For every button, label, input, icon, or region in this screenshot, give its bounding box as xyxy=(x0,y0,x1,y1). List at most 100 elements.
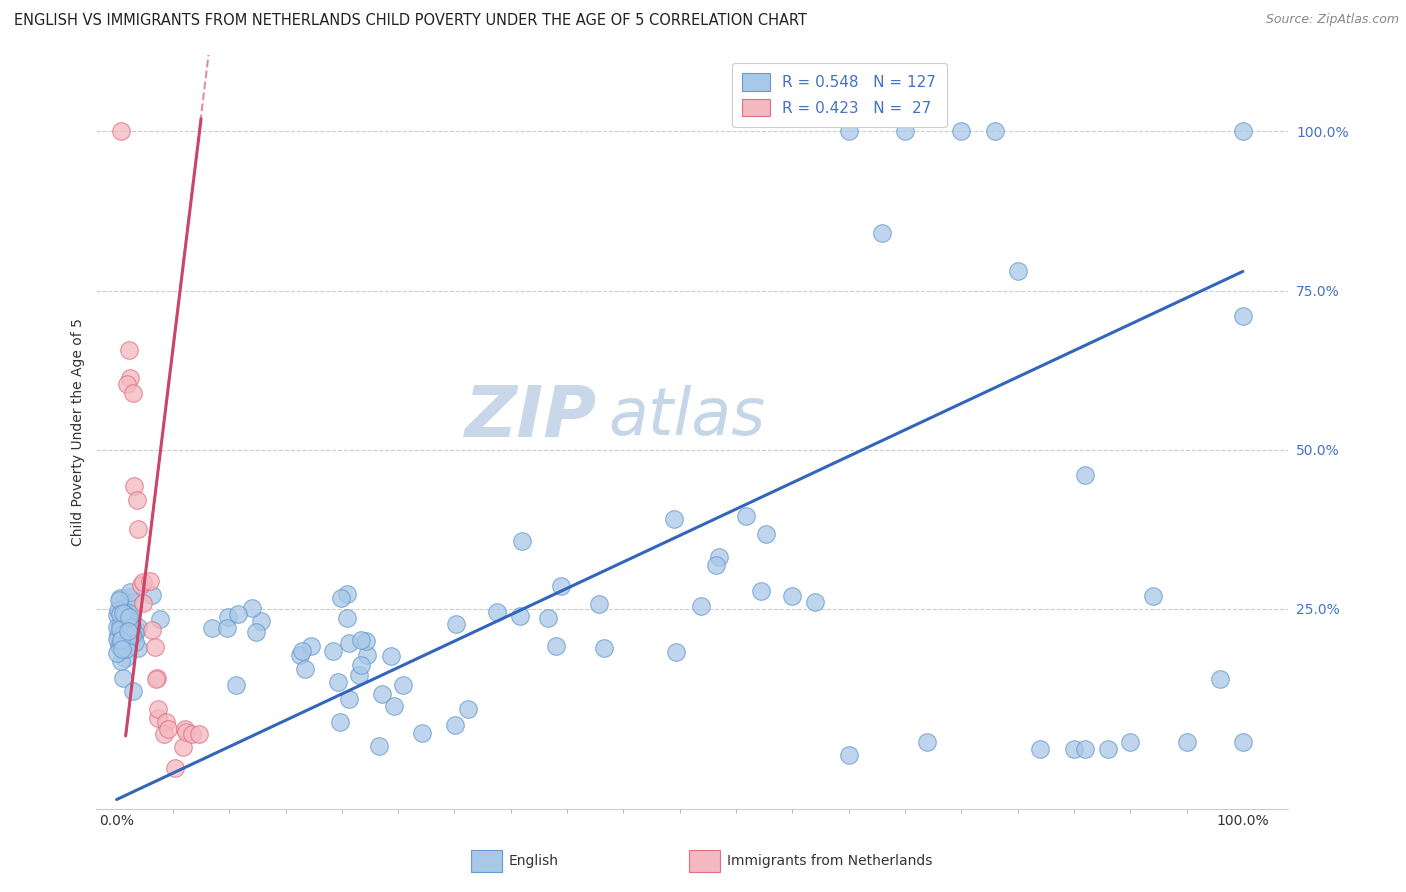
Point xyxy=(122,629,145,643)
Point xyxy=(1074,468,1097,483)
Point xyxy=(665,645,688,659)
Point xyxy=(108,591,131,605)
Point xyxy=(326,674,349,689)
Point xyxy=(148,702,170,716)
Point xyxy=(112,627,135,641)
Text: Source: ZipAtlas.com: Source: ZipAtlas.com xyxy=(1265,13,1399,27)
Point xyxy=(838,747,860,762)
Point xyxy=(1074,741,1097,756)
Point xyxy=(1142,589,1164,603)
Point xyxy=(120,620,142,634)
Point xyxy=(226,607,249,622)
Point xyxy=(689,599,711,613)
Point xyxy=(537,611,560,625)
Point xyxy=(117,624,139,638)
Point xyxy=(1232,735,1254,749)
Point xyxy=(122,595,145,609)
Point xyxy=(108,619,131,633)
Point xyxy=(225,678,247,692)
Point xyxy=(391,678,413,692)
Point xyxy=(156,722,179,736)
Point xyxy=(950,124,973,138)
Point xyxy=(917,735,939,749)
Point xyxy=(1063,741,1085,756)
Point xyxy=(755,526,778,541)
Point xyxy=(110,633,132,648)
Point xyxy=(291,644,314,658)
Point xyxy=(110,621,132,635)
Point xyxy=(141,624,163,638)
Point xyxy=(217,621,239,635)
Point xyxy=(127,620,149,634)
Point xyxy=(111,641,134,656)
Point xyxy=(110,640,132,654)
Point xyxy=(122,684,145,698)
Point xyxy=(127,522,149,536)
Point xyxy=(804,595,827,609)
Point xyxy=(105,646,128,660)
Point xyxy=(112,671,135,685)
Point xyxy=(111,601,134,615)
Y-axis label: Child Poverty Under the Age of 5: Child Poverty Under the Age of 5 xyxy=(72,318,86,546)
Point xyxy=(131,574,153,589)
Point xyxy=(356,648,378,663)
Point xyxy=(111,618,134,632)
Point xyxy=(118,343,141,357)
Point xyxy=(125,492,148,507)
Point xyxy=(382,699,405,714)
Point xyxy=(173,723,195,737)
Point xyxy=(544,639,567,653)
Text: atlas: atlas xyxy=(609,385,766,449)
Point xyxy=(1097,741,1119,756)
Point xyxy=(350,657,373,672)
Point xyxy=(108,640,131,655)
Point xyxy=(1232,124,1254,138)
Point xyxy=(111,632,134,646)
Point xyxy=(872,227,894,241)
Point xyxy=(108,639,131,653)
Point xyxy=(112,617,135,632)
Point xyxy=(118,612,141,626)
Point xyxy=(110,124,132,138)
Point xyxy=(1119,735,1142,749)
Point xyxy=(592,641,614,656)
Point xyxy=(337,636,360,650)
Point xyxy=(112,628,135,642)
Point xyxy=(120,370,142,384)
Point xyxy=(107,592,129,607)
Point xyxy=(380,648,402,663)
Point xyxy=(734,509,756,524)
Point xyxy=(336,611,359,625)
Point xyxy=(250,614,273,628)
Legend: R = 0.548   N = 127, R = 0.423   N =  27: R = 0.548 N = 127, R = 0.423 N = 27 xyxy=(731,62,946,127)
Point xyxy=(132,596,155,610)
Point xyxy=(294,661,316,675)
Point xyxy=(329,714,352,729)
Point xyxy=(124,635,146,649)
Point xyxy=(121,619,143,633)
Point xyxy=(299,639,322,653)
Point xyxy=(350,633,373,648)
Point xyxy=(176,725,198,739)
Point xyxy=(217,610,239,624)
Point xyxy=(139,574,162,588)
Point xyxy=(782,589,804,603)
Point xyxy=(336,587,359,601)
Text: English: English xyxy=(509,854,560,868)
Point xyxy=(354,634,377,648)
Point xyxy=(486,605,509,619)
Point xyxy=(704,558,727,572)
Point xyxy=(122,385,145,400)
Text: Immigrants from Netherlands: Immigrants from Netherlands xyxy=(727,854,932,868)
Point xyxy=(110,607,132,621)
Point xyxy=(347,667,370,681)
Point xyxy=(107,603,129,617)
Point xyxy=(155,714,177,729)
Point xyxy=(1175,735,1198,749)
Point xyxy=(118,613,141,627)
Text: ENGLISH VS IMMIGRANTS FROM NETHERLANDS CHILD POVERTY UNDER THE AGE OF 5 CORRELAT: ENGLISH VS IMMIGRANTS FROM NETHERLANDS C… xyxy=(14,13,807,29)
Point xyxy=(172,740,194,755)
Point xyxy=(245,625,267,640)
Point xyxy=(115,642,138,657)
Point xyxy=(662,512,685,526)
